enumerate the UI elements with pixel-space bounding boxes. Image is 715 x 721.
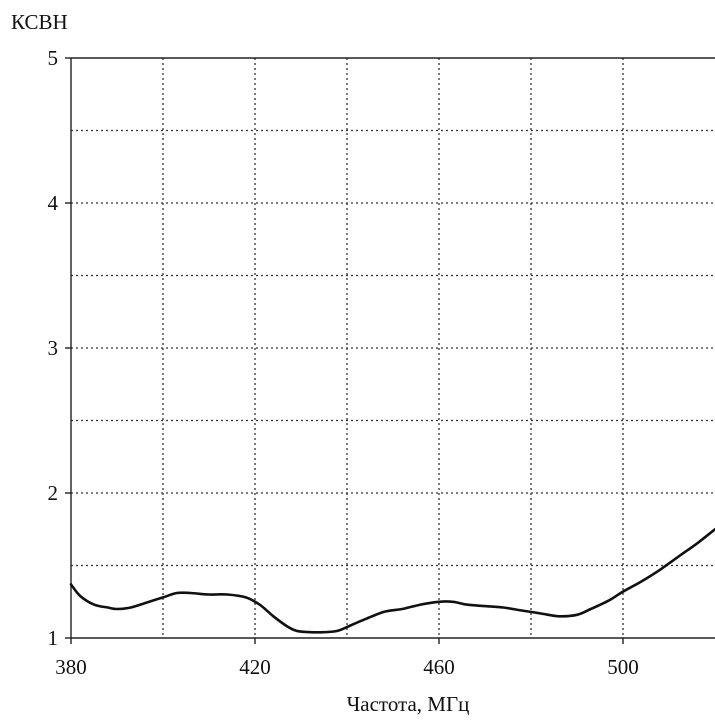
y-tick-label-1: 2 xyxy=(48,481,59,505)
x-tick-label-2: 460 xyxy=(423,655,455,679)
tick-labels: 380 420 460 500 1 2 3 4 5 xyxy=(48,46,639,679)
x-tick-label-1: 420 xyxy=(239,655,271,679)
vswr-curve xyxy=(69,528,715,634)
y-tick-label-4: 5 xyxy=(48,46,59,70)
x-tick-label-3: 500 xyxy=(607,655,639,679)
y-tick-label-3: 4 xyxy=(48,191,59,215)
grid xyxy=(71,58,715,638)
y-tick-label-2: 3 xyxy=(48,336,59,360)
x-axis-label: Частота, МГц xyxy=(347,692,470,716)
x-tick-label-0: 380 xyxy=(55,655,87,679)
y-tick-label-0: 1 xyxy=(48,626,59,650)
y-axis-label: КСВН xyxy=(11,10,68,34)
